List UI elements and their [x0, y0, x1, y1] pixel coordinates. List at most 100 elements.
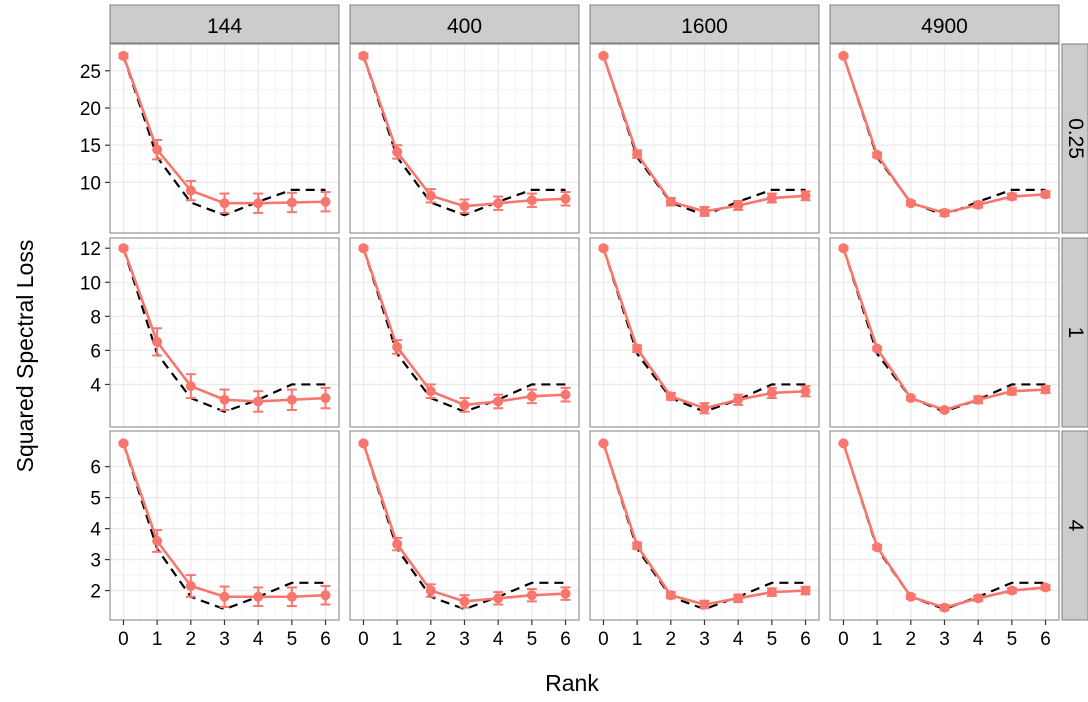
data-point — [392, 341, 403, 352]
data-point — [1040, 582, 1051, 593]
panel-4-400 — [349, 430, 580, 621]
column-strip-label: 4900 — [921, 15, 968, 38]
panel-1-1600 — [589, 237, 820, 428]
data-point — [219, 198, 230, 209]
data-point — [800, 190, 811, 201]
data-point — [459, 399, 470, 410]
column-strip-label: 400 — [447, 15, 482, 38]
data-point — [733, 394, 744, 405]
data-point — [1006, 585, 1017, 596]
data-point — [939, 404, 950, 415]
data-point — [766, 587, 777, 598]
data-point — [185, 580, 196, 591]
panel-border — [829, 237, 1060, 428]
x-tick-label: 3 — [939, 629, 950, 650]
panel-border — [349, 43, 580, 234]
row-strip-label: 0.25 — [1064, 118, 1087, 159]
x-tick-label: 5 — [527, 629, 538, 650]
data-point — [560, 389, 571, 400]
data-point — [598, 243, 609, 254]
y-tick-label: 4 — [90, 520, 101, 541]
data-point — [598, 438, 609, 449]
column-strip-4900 — [829, 4, 1060, 44]
data-point — [766, 387, 777, 398]
data-point — [286, 591, 297, 602]
x-tick-label: 4 — [253, 629, 264, 650]
data-point — [320, 196, 331, 207]
data-point — [253, 591, 264, 602]
data-point — [699, 403, 710, 414]
data-point — [632, 343, 643, 354]
y-tick-label: 10 — [80, 273, 101, 294]
panel-border — [589, 43, 820, 234]
panel-border — [589, 237, 820, 428]
data-point — [872, 542, 883, 553]
x-tick-label: 6 — [320, 629, 331, 650]
data-point — [425, 386, 436, 397]
y-tick-label: 20 — [80, 99, 101, 120]
x-tick-label: 1 — [872, 629, 883, 650]
y-tick-label: 6 — [90, 341, 101, 362]
data-point — [425, 190, 436, 201]
data-point — [253, 198, 264, 209]
x-tick-label: 0 — [118, 629, 129, 650]
row-strip-1 — [1061, 237, 1088, 428]
data-point — [459, 201, 470, 212]
data-point — [1006, 386, 1017, 397]
panel-1-144 — [109, 237, 340, 428]
x-tick-label: 6 — [560, 629, 571, 650]
data-point — [905, 591, 916, 602]
panel-1-4900 — [829, 237, 1060, 428]
data-point — [152, 144, 163, 155]
data-point — [493, 198, 504, 209]
data-point — [1006, 191, 1017, 202]
panel-1-400 — [349, 237, 580, 428]
data-point — [1040, 384, 1051, 395]
x-tick-label: 0 — [358, 629, 369, 650]
x-tick-label: 3 — [459, 629, 470, 650]
x-tick-label: 6 — [800, 629, 811, 650]
data-point — [493, 593, 504, 604]
data-point — [905, 393, 916, 404]
y-axis-label: Squared Spectral Loss — [12, 240, 38, 473]
y-tick-label: 15 — [80, 136, 101, 157]
panel-border — [349, 237, 580, 428]
data-point — [973, 394, 984, 405]
data-point — [253, 396, 264, 407]
data-point — [185, 381, 196, 392]
x-tick-label: 4 — [973, 629, 984, 650]
x-tick-label: 4 — [493, 629, 504, 650]
data-point — [632, 149, 643, 160]
panel-border — [109, 43, 340, 234]
panels-layer: 144 400 1600 49000.251410152025468101223456… — [80, 4, 1088, 650]
panel-4-4900 — [829, 430, 1060, 621]
data-point — [733, 593, 744, 604]
panel-border — [109, 237, 340, 428]
data-point — [1040, 189, 1051, 200]
data-point — [665, 196, 676, 207]
y-tick-label: 2 — [90, 582, 101, 603]
y-tick-label: 25 — [80, 62, 101, 83]
x-tick-label: 2 — [426, 629, 437, 650]
data-point — [152, 336, 163, 347]
column-strip-label: 1600 — [681, 15, 728, 38]
data-point — [699, 599, 710, 610]
column-strip-label: 144 — [207, 15, 242, 38]
data-point — [973, 593, 984, 604]
panel-4-1600 — [589, 430, 820, 621]
data-point — [838, 243, 849, 254]
data-point — [152, 535, 163, 546]
x-tick-label: 2 — [666, 629, 677, 650]
data-point — [872, 149, 883, 160]
data-point — [800, 585, 811, 596]
x-tick-label: 5 — [767, 629, 778, 650]
data-point — [560, 588, 571, 599]
column-strip-1600 — [589, 4, 820, 44]
data-point — [872, 343, 883, 354]
y-tick-label: 8 — [90, 307, 101, 328]
data-point — [185, 185, 196, 196]
x-tick-label: 2 — [186, 629, 197, 650]
data-point — [665, 391, 676, 402]
x-tick-label: 6 — [1040, 629, 1051, 650]
